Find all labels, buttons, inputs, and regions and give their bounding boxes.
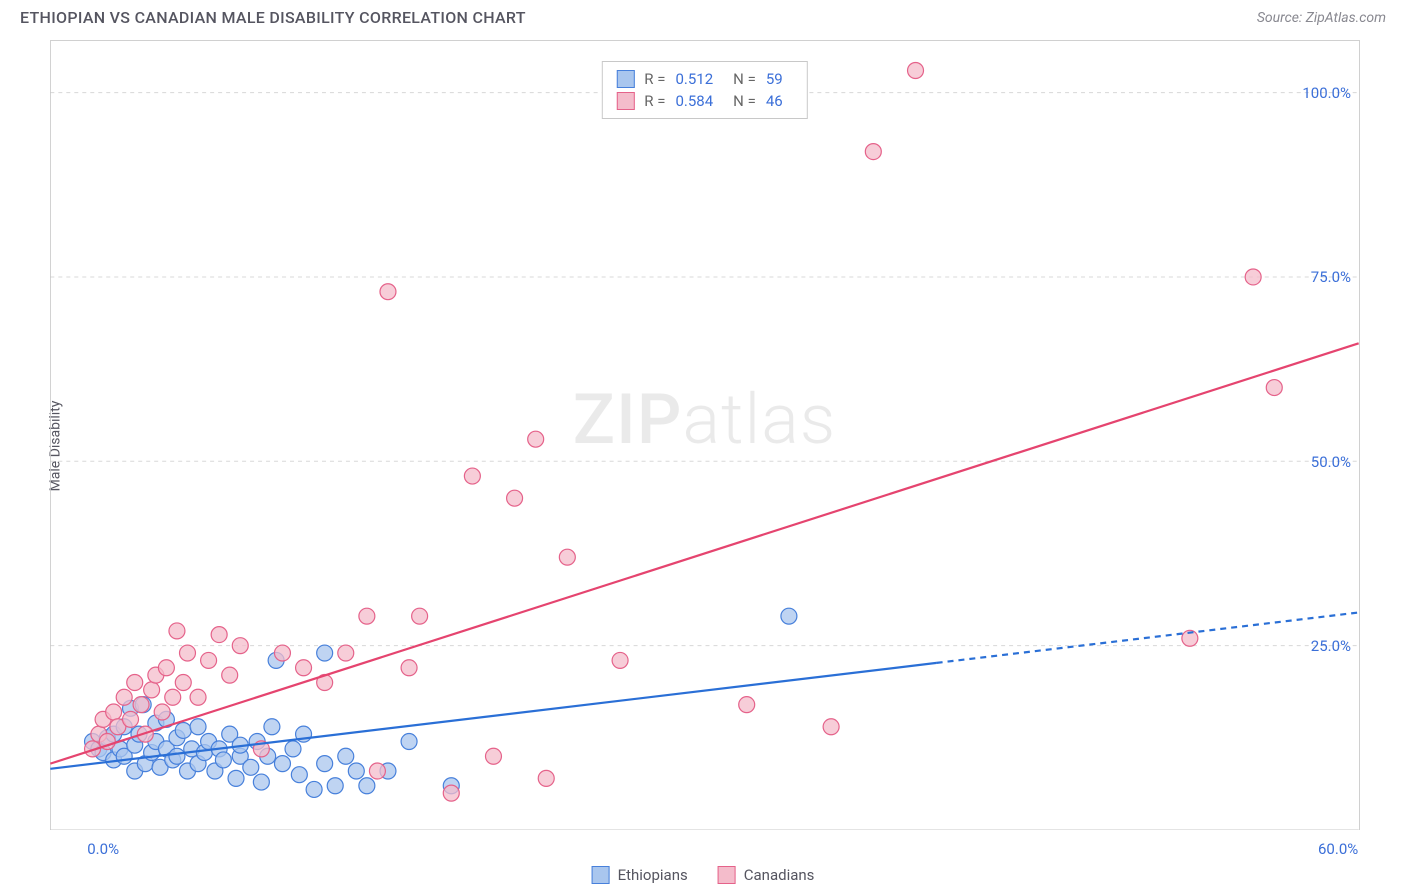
r-label: R = [644, 70, 665, 88]
legend-label: Canadians [744, 866, 815, 884]
n-label: N = [733, 92, 756, 110]
stats-row: R = 0.584 N = 46 [616, 90, 792, 112]
legend-swatch-icon [718, 866, 736, 884]
r-value: 0.584 [675, 92, 713, 110]
y-tick-label: 25.0% [1311, 637, 1351, 655]
legend-label: Ethiopians [618, 866, 688, 884]
bottom-legend: Ethiopians Canadians [592, 866, 815, 884]
header: ETHIOPIAN VS CANADIAN MALE DISABILITY CO… [0, 0, 1406, 31]
legend-swatch-icon [616, 70, 634, 88]
r-value: 0.512 [675, 70, 713, 88]
n-value: 46 [766, 92, 783, 110]
source-attribution: Source: ZipAtlas.com [1257, 10, 1386, 26]
x-tick-label: 60.0% [1318, 840, 1358, 858]
r-label: R = [644, 92, 665, 110]
legend-item: Canadians [718, 866, 815, 884]
y-tick-label: 100.0% [1302, 84, 1351, 102]
legend-swatch-icon [592, 866, 610, 884]
scatter-plot [50, 41, 1359, 830]
stats-row: R = 0.512 N = 59 [616, 68, 792, 90]
legend-item: Ethiopians [592, 866, 688, 884]
chart-area: ZIPatlas R =0.512N =59R =0.584N =46 25.0… [50, 40, 1360, 830]
legend-swatch-icon [616, 92, 634, 110]
n-value: 59 [766, 70, 783, 88]
n-label: N = [733, 70, 756, 88]
y-tick-label: 75.0% [1311, 268, 1351, 286]
y-tick-label: 50.0% [1311, 453, 1351, 471]
chart-title: ETHIOPIAN VS CANADIAN MALE DISABILITY CO… [20, 8, 526, 27]
stats-legend-box: R = 0.512 N = 59 R = 0.584 N = 46 [601, 61, 807, 119]
x-tick-label: 0.0% [87, 840, 119, 858]
